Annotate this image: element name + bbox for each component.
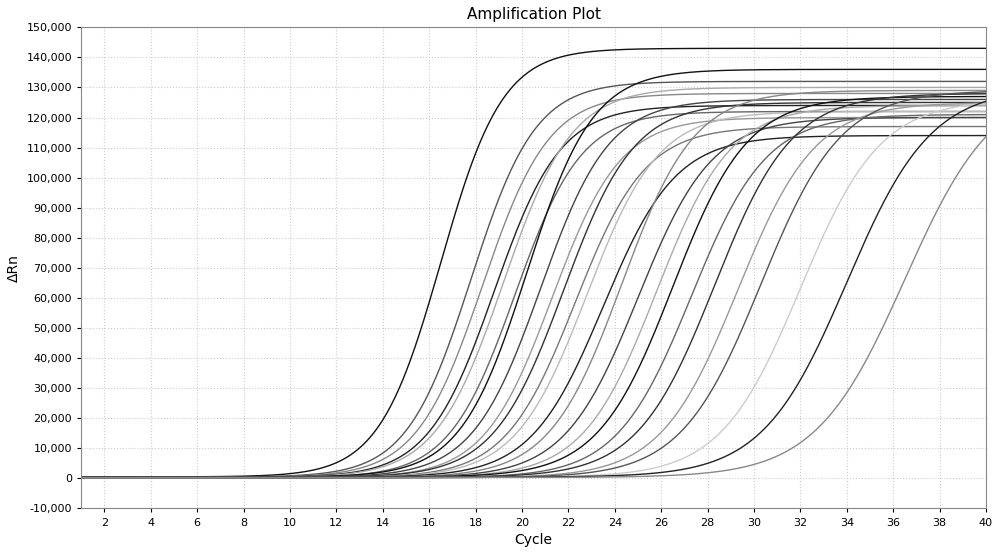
X-axis label: Cycle: Cycle [515,533,553,547]
Y-axis label: ΔRn: ΔRn [7,254,21,282]
Title: Amplification Plot: Amplification Plot [467,7,601,22]
